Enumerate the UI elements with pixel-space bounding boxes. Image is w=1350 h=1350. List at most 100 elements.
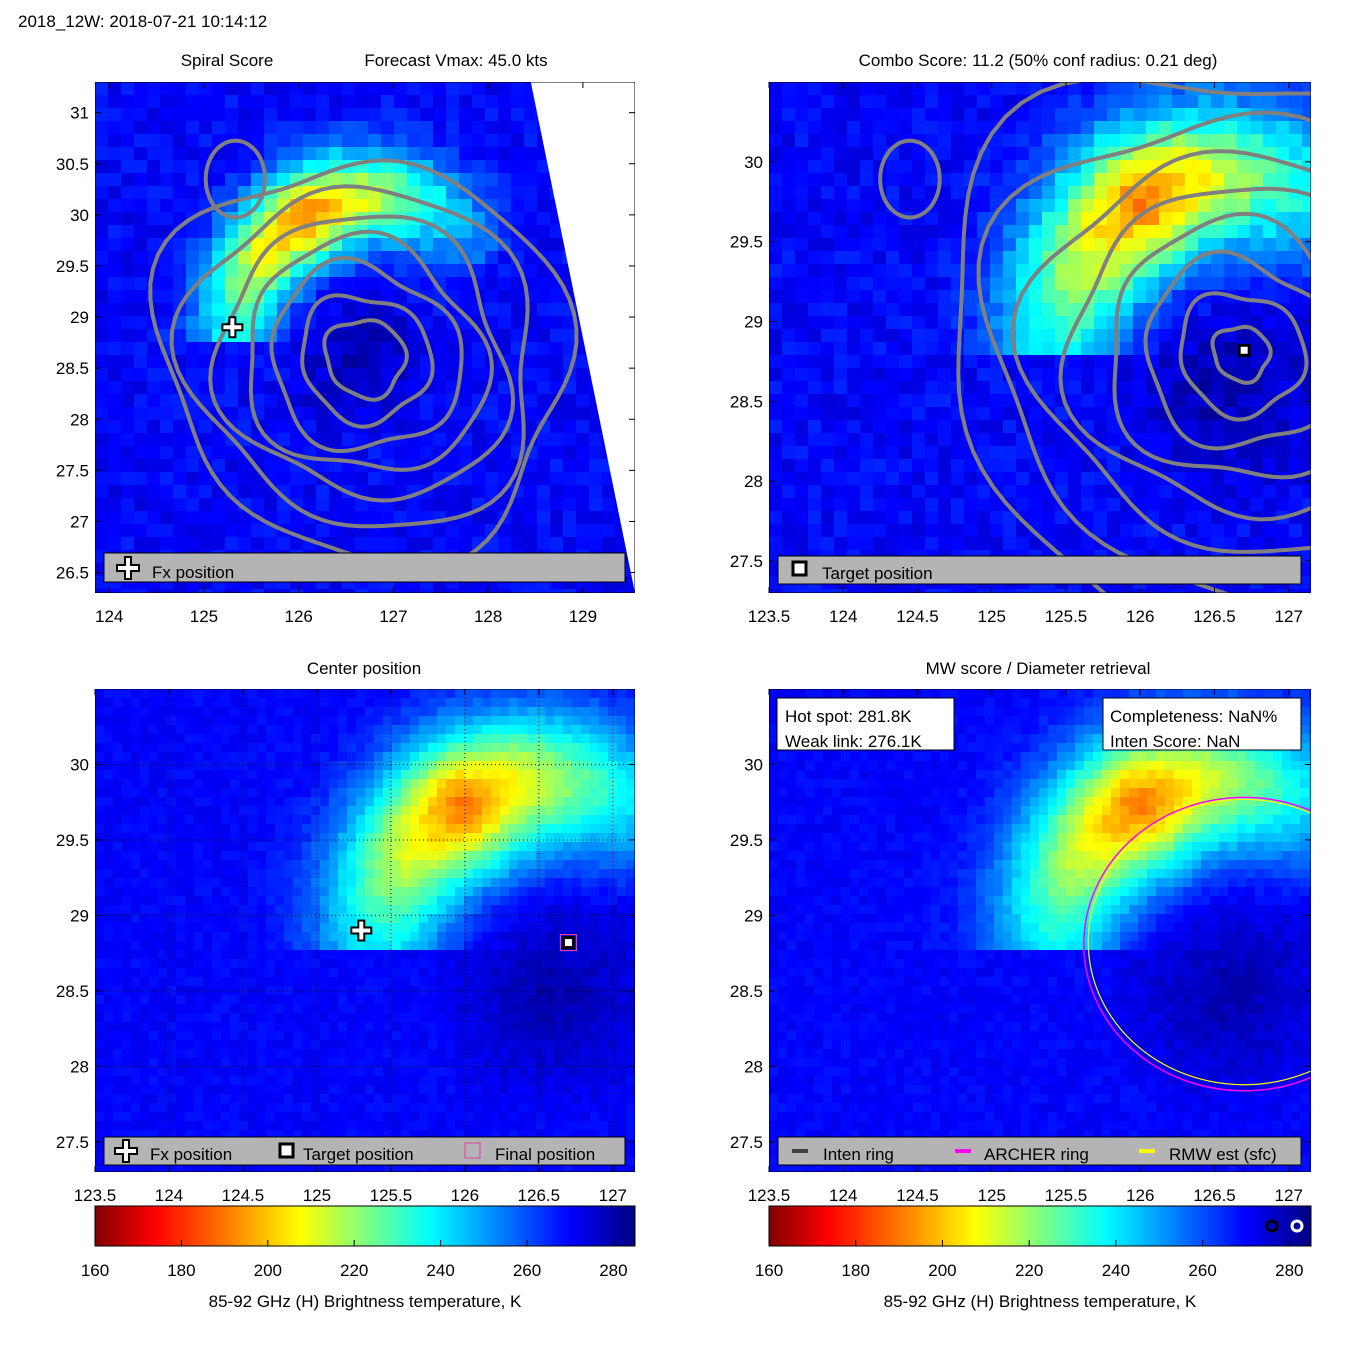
heat-cell — [581, 698, 591, 708]
heat-cell — [303, 147, 317, 161]
heat-cell — [194, 752, 204, 762]
heat-cell — [572, 689, 582, 699]
heat-cell — [437, 851, 447, 861]
heat-cell — [563, 806, 573, 816]
heat-cell — [134, 433, 148, 447]
heat-cell — [239, 833, 249, 843]
heat-cell — [1003, 264, 1017, 278]
y-tick-label: 27.5 — [56, 461, 89, 480]
heat-cell — [847, 394, 861, 408]
heat-cell — [1133, 524, 1147, 538]
heat-cell — [860, 264, 874, 278]
heat-cell — [1016, 251, 1030, 265]
heat-cell — [1159, 186, 1173, 200]
heat-cell — [248, 815, 258, 825]
heat-cell — [392, 878, 402, 888]
heat-cell — [446, 524, 460, 538]
heat-cell — [365, 788, 375, 798]
heat-cell — [459, 537, 473, 551]
heat-cell — [394, 290, 408, 304]
heat-cell — [808, 472, 822, 486]
heat-cell — [420, 238, 434, 252]
heat-cell — [1133, 381, 1147, 395]
heat-cell — [482, 806, 492, 816]
heat-cell — [572, 851, 582, 861]
heat-cell — [290, 342, 304, 356]
heat-cell — [1042, 290, 1056, 304]
heat-cell — [230, 860, 240, 870]
heat-cell — [899, 95, 913, 109]
heat-cell — [1159, 589, 1173, 593]
heat-cell — [446, 860, 456, 870]
heat-cell — [808, 589, 822, 593]
heat-cell — [355, 329, 369, 343]
heat-cell — [1185, 160, 1199, 174]
heat-cell — [290, 82, 304, 96]
heat-cell — [437, 842, 447, 852]
heat-cell — [225, 238, 239, 252]
heat-cell — [977, 368, 991, 382]
heat-cell — [500, 716, 510, 726]
heat-cell — [446, 121, 460, 135]
heat-cell — [572, 707, 582, 717]
heat-cell — [808, 303, 822, 317]
heat-cell — [1094, 134, 1108, 148]
heat-cell — [368, 134, 382, 148]
heat-cell — [602, 511, 616, 525]
heat-cell — [524, 147, 538, 161]
heat-cell — [473, 851, 483, 861]
heat-cell — [113, 797, 123, 807]
heat-cell — [554, 761, 564, 771]
heat-cell — [990, 264, 1004, 278]
heat-cell — [329, 698, 339, 708]
heat-cell — [1289, 498, 1303, 512]
heat-cell — [251, 368, 265, 382]
heat-cell — [617, 869, 627, 879]
heat-cell — [518, 887, 528, 897]
heat-cell — [203, 770, 213, 780]
heat-cell — [293, 689, 303, 699]
heat-cell — [356, 734, 366, 744]
heat-cell — [428, 743, 438, 753]
heat-cell — [938, 407, 952, 421]
heat-cell — [873, 589, 887, 593]
y-tick-label: 28.5 — [730, 392, 763, 411]
heat-cell — [847, 459, 861, 473]
heat-cell — [277, 407, 291, 421]
heat-cell — [590, 887, 600, 897]
heat-cell — [104, 905, 114, 915]
heat-cell — [108, 95, 122, 109]
heat-cell — [394, 108, 408, 122]
heat-cell — [239, 860, 249, 870]
heat-cell — [1003, 407, 1017, 421]
heat-cell — [401, 869, 411, 879]
heat-cell — [158, 815, 168, 825]
heat-cell — [238, 173, 252, 187]
heat-cell — [899, 316, 913, 330]
heat-cell — [1042, 199, 1056, 213]
heat-cell — [1276, 251, 1290, 265]
heat-cell — [498, 251, 512, 265]
heat-cell — [472, 381, 486, 395]
heat-cell — [302, 734, 312, 744]
x-tick-label: 125.5 — [1045, 607, 1088, 626]
heat-cell — [873, 290, 887, 304]
heat-cell — [401, 698, 411, 708]
heat-cell — [420, 589, 434, 593]
heat-cell — [550, 420, 564, 434]
heat-cell — [203, 869, 213, 879]
heat-cell — [147, 199, 161, 213]
heat-cell — [1029, 225, 1043, 239]
heat-cell — [990, 433, 1004, 447]
heat-cell — [472, 121, 486, 135]
heat-cell — [599, 815, 609, 825]
heat-cell — [977, 121, 991, 135]
heat-cell — [329, 589, 343, 593]
heat-cell — [1302, 316, 1311, 330]
heat-cell — [134, 342, 148, 356]
heat-cell — [266, 851, 276, 861]
heat-cell — [938, 186, 952, 200]
heat-cell — [158, 896, 168, 906]
heat-cell — [302, 878, 312, 888]
heat-cell — [239, 806, 249, 816]
